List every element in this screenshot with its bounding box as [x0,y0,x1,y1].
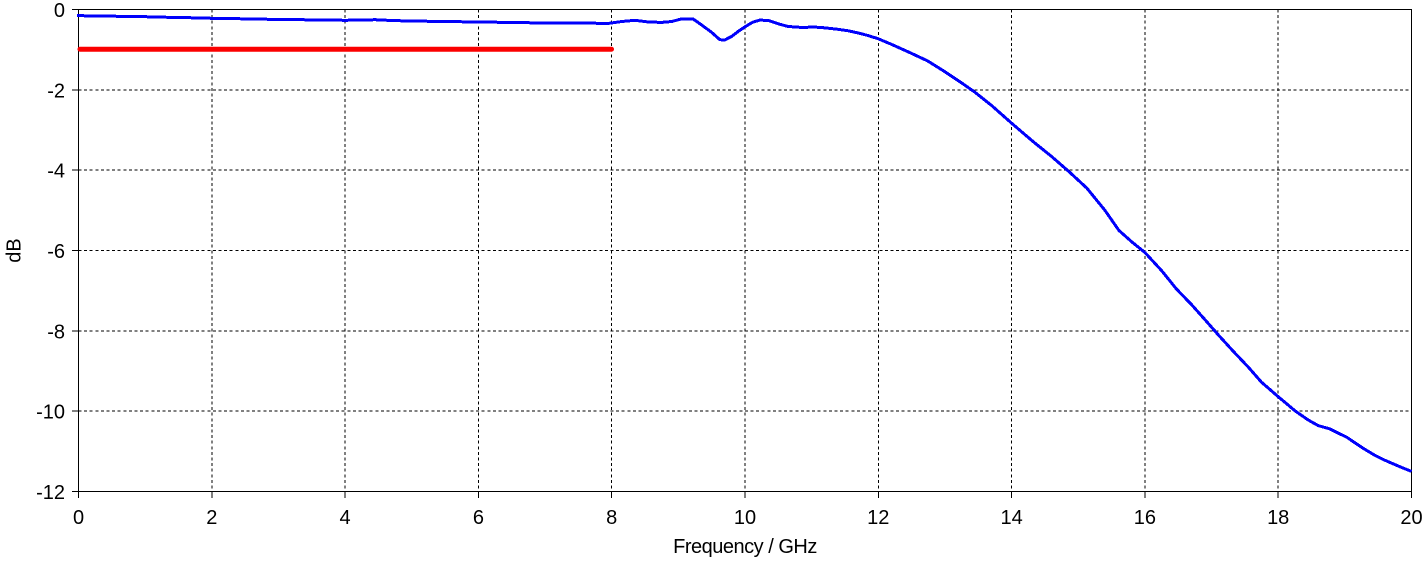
svg-text:-10: -10 [36,402,65,424]
svg-text:dB: dB [4,238,26,262]
svg-text:18: 18 [1267,507,1289,529]
svg-text:8: 8 [606,507,617,529]
svg-text:-4: -4 [47,161,65,183]
svg-text:2: 2 [206,507,217,529]
svg-text:Frequency / GHz: Frequency / GHz [673,536,817,558]
svg-text:20: 20 [1400,507,1422,529]
svg-text:6: 6 [473,507,484,529]
svg-text:-2: -2 [47,80,65,102]
svg-text:12: 12 [867,507,889,529]
svg-text:-12: -12 [36,482,65,504]
svg-text:14: 14 [1000,507,1022,529]
svg-text:4: 4 [340,507,351,529]
svg-text:16: 16 [1134,507,1156,529]
svg-text:10: 10 [734,507,756,529]
svg-text:0: 0 [73,507,84,529]
svg-text:0: 0 [54,0,65,22]
svg-text:-8: -8 [47,321,65,343]
svg-text:-6: -6 [47,241,65,263]
